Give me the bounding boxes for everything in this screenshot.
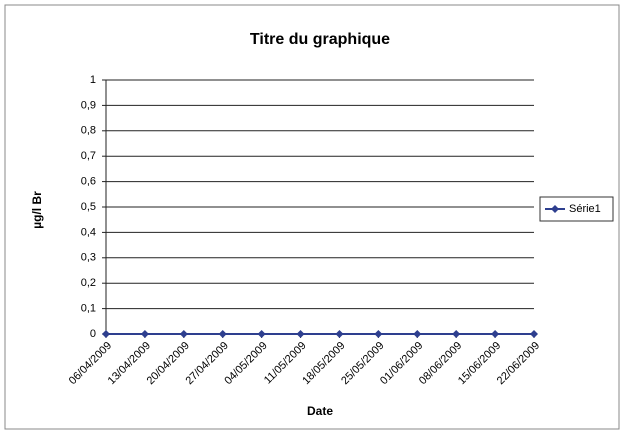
- marker: [530, 330, 538, 338]
- marker: [452, 330, 461, 338]
- marker: [257, 330, 266, 338]
- y-tick-label: 0,9: [81, 99, 96, 111]
- marker: [413, 330, 422, 338]
- x-axis-title: Date: [307, 404, 333, 418]
- y-tick-label: 0,6: [81, 176, 96, 188]
- y-tick-label: 0,7: [81, 150, 96, 162]
- y-tick-label: 1: [90, 74, 96, 86]
- legend-label: Série1: [569, 203, 601, 215]
- marker: [491, 330, 500, 338]
- marker: [102, 330, 110, 338]
- y-tick-label: 0,1: [81, 303, 96, 315]
- legend-marker: [551, 205, 559, 213]
- chart-frame: [4, 4, 620, 430]
- y-tick-label: 0,3: [81, 252, 96, 264]
- y-tick-label: 0,5: [81, 201, 96, 213]
- y-tick-label: 0,8: [81, 125, 96, 137]
- y-tick-label: 0: [90, 328, 96, 340]
- marker: [218, 330, 227, 338]
- marker: [296, 330, 305, 338]
- y-tick-label: 0,2: [81, 277, 96, 289]
- y-tick-label: 0,4: [81, 226, 96, 238]
- marker: [140, 330, 149, 338]
- y-axis-title: µg/l Br: [30, 191, 44, 229]
- marker: [374, 330, 383, 338]
- chart-title: Titre du graphique: [250, 31, 390, 48]
- marker: [179, 330, 188, 338]
- marker: [335, 330, 344, 338]
